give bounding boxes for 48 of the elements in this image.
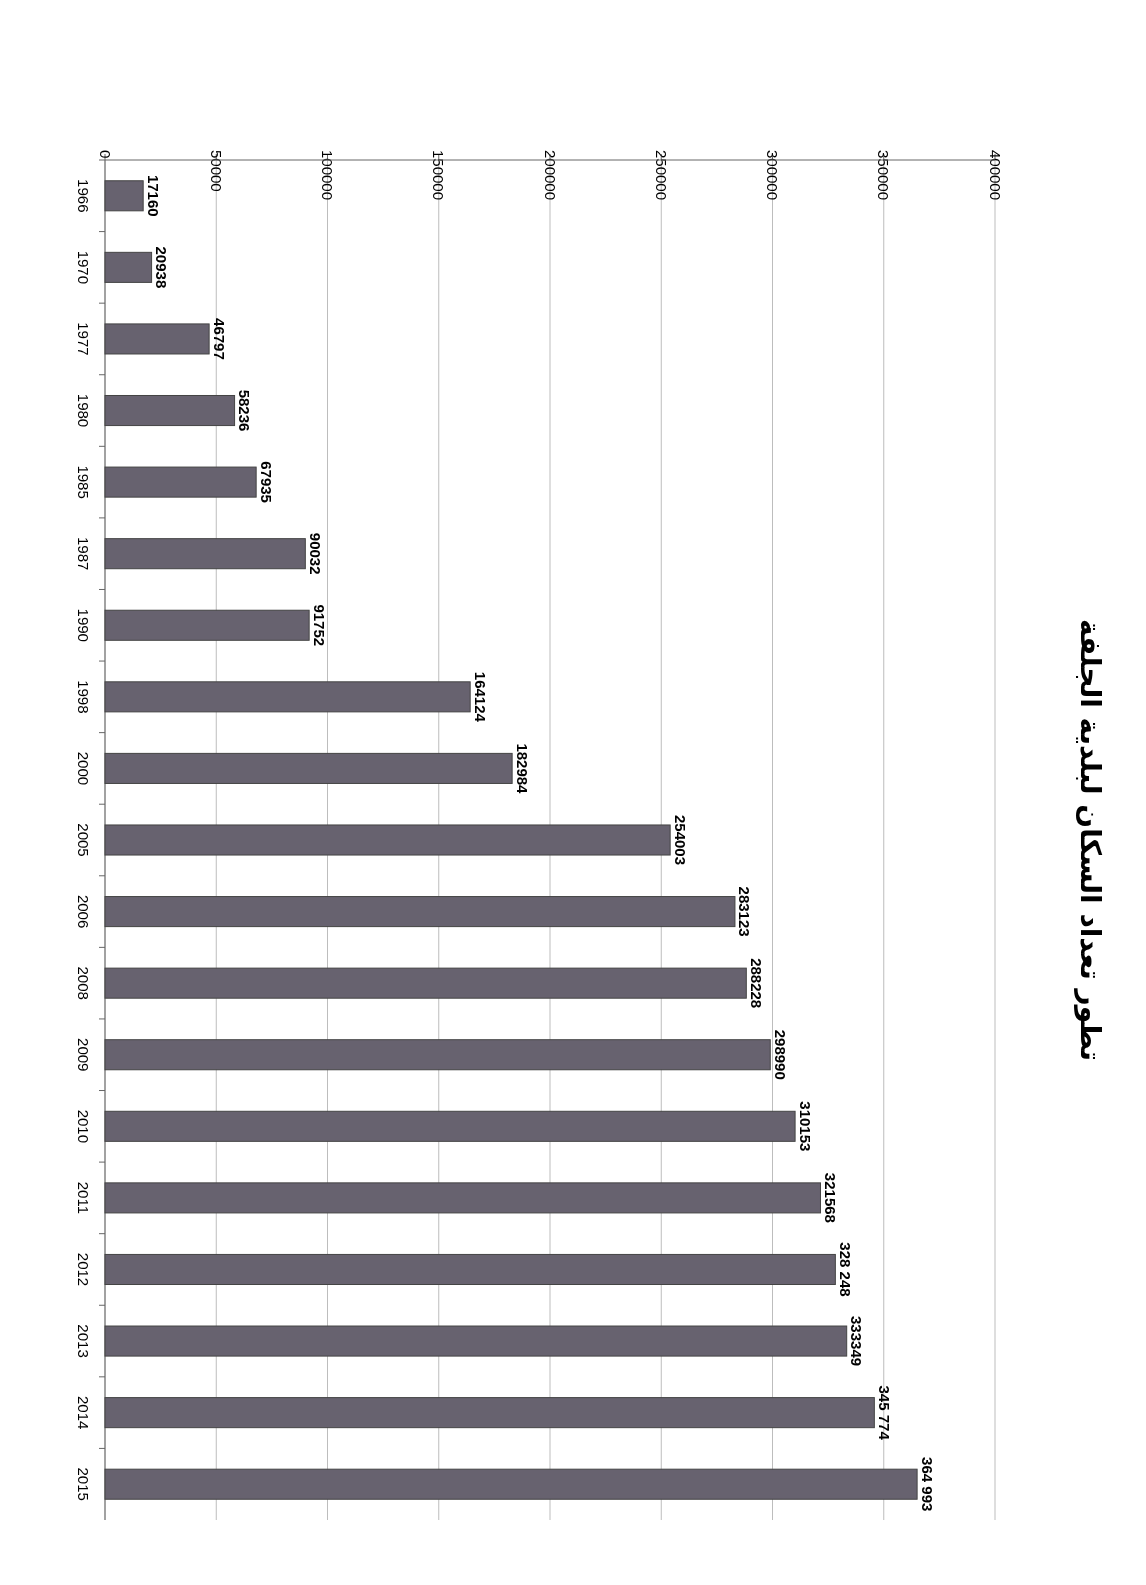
y-tick-label: 1980 <box>74 393 92 428</box>
y-tick-label: 1970 <box>74 250 92 285</box>
data-label: 321568 <box>821 1172 839 1223</box>
data-label: 17160 <box>144 174 162 217</box>
y-tick-label: 2005 <box>74 823 92 857</box>
y-tick-label: 1985 <box>74 465 92 499</box>
y-tick-label: 2012 <box>74 1252 92 1287</box>
data-label: 182984 <box>513 743 531 795</box>
data-label: 364 993 <box>918 1457 936 1512</box>
data-label: 67935 <box>257 461 275 503</box>
x-tick-label: 300000 <box>764 150 781 201</box>
x-tick-label: 200000 <box>541 150 559 201</box>
y-tick-label: 2009 <box>74 1038 92 1072</box>
data-label: 164124 <box>471 671 489 723</box>
y-tick-label: 2006 <box>74 894 92 929</box>
data-label: 328 248 <box>836 1242 854 1297</box>
data-label: 298990 <box>771 1029 789 1080</box>
data-label: 310153 <box>796 1101 814 1152</box>
data-label: 254003 <box>671 814 689 866</box>
x-tick-label: 250000 <box>652 150 670 201</box>
y-tick-label: 2015 <box>74 1467 92 1501</box>
y-tick-label: 2010 <box>74 1109 92 1143</box>
x-tick-label: 0 <box>96 150 114 159</box>
data-label: 90032 <box>306 532 324 575</box>
y-tick-label: 1998 <box>74 680 92 714</box>
data-label: 58236 <box>236 389 254 432</box>
x-tick-label: 350000 <box>875 150 893 201</box>
y-tick-label: 2013 <box>74 1324 92 1358</box>
x-tick-label: 150000 <box>430 150 448 201</box>
text: تطور تعداد السكان لبلدية الجلفة <box>1073 618 1107 1062</box>
y-tick-label: 1987 <box>74 537 92 571</box>
y-tick-label: 2014 <box>74 1395 92 1430</box>
data-label: 91752 <box>310 604 328 647</box>
y-tick-label: 1990 <box>74 608 92 642</box>
y-tick-label: 2008 <box>74 966 92 1000</box>
y-tick-label: 2011 <box>74 1181 92 1215</box>
x-tick-label: 400000 <box>986 150 1004 201</box>
data-label: 288228 <box>747 958 765 1009</box>
data-label: 46797 <box>210 318 228 360</box>
data-label: 283123 <box>736 886 754 937</box>
data-label: 20938 <box>153 246 171 289</box>
data-label: 333349 <box>848 1316 866 1367</box>
x-tick-label: 50000 <box>207 150 225 192</box>
y-tick-label: 1977 <box>74 322 92 356</box>
data-label: 345 774 <box>875 1385 893 1441</box>
y-tick-label: 1966 <box>74 179 92 213</box>
x-tick-label: 100000 <box>319 150 336 201</box>
y-tick-label: 2000 <box>74 751 92 786</box>
